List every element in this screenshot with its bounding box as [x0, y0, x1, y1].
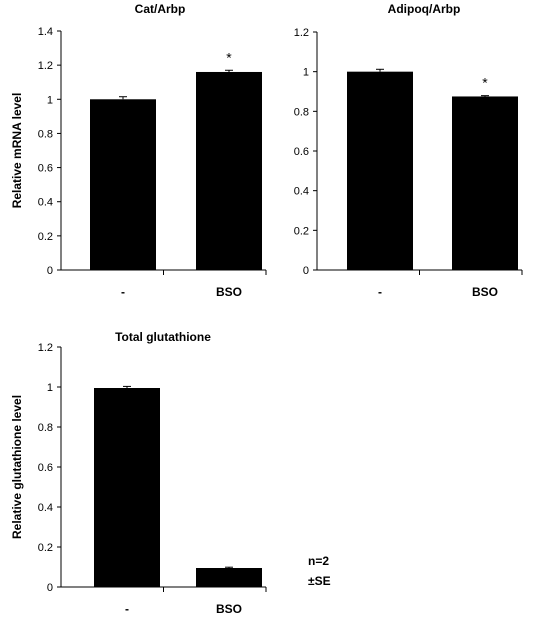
y-tick-label: 0.2: [38, 231, 53, 243]
y-tick-label: 0.2: [38, 542, 53, 554]
y-tick-label: 0.8: [38, 422, 53, 434]
y-tick-label: 1.2: [294, 27, 309, 39]
x-tick-label: -: [378, 285, 382, 299]
bar-bso: [196, 71, 262, 270]
x-tick-label: BSO: [216, 602, 242, 616]
y-tick-label: 1: [303, 67, 309, 79]
chart-title: Adipoq/Arbp: [388, 2, 461, 16]
x-tick-label: BSO: [216, 285, 242, 299]
bar-control: [347, 71, 413, 271]
y-tick-label: 0.8: [294, 106, 309, 118]
y-tick-label: 1: [47, 94, 53, 106]
chart-title: Total glutathione: [115, 330, 211, 344]
y-tick-label: 1.2: [38, 60, 53, 72]
y-tick-label: 0.4: [38, 502, 53, 514]
y-axis-label: Relative glutathione level: [10, 395, 24, 539]
y-tick-label: 1.2: [38, 342, 53, 354]
chart-title: Cat/Arbp: [135, 2, 186, 16]
bar-bso: [196, 568, 262, 587]
significance-marker: *: [482, 75, 488, 91]
y-tick-label: 0.6: [294, 146, 309, 158]
y-tick-label: 0.4: [38, 197, 53, 209]
y-tick-label: 1: [47, 382, 53, 394]
x-tick-label: -: [125, 602, 129, 616]
x-tick-label: BSO: [472, 285, 498, 299]
y-tick-label: 0.4: [294, 186, 309, 198]
bar-bso: [452, 96, 518, 270]
y-tick-label: 0: [47, 265, 53, 277]
y-tick-label: 0.8: [38, 128, 53, 140]
y-tick-label: 0.6: [38, 462, 53, 474]
y-tick-label: 0: [47, 582, 53, 594]
x-tick-label: -: [121, 285, 125, 299]
significance-marker: *: [226, 49, 232, 65]
bar-control: [94, 388, 160, 587]
y-tick-label: 0: [303, 265, 309, 277]
bar-control: [90, 99, 156, 271]
sample-size-note: n=2: [308, 554, 330, 568]
y-tick-label: 0.2: [294, 225, 309, 237]
y-tick-label: 0.6: [38, 163, 53, 175]
error-type-note: ±SE: [308, 574, 331, 588]
y-axis-label: Relative mRNA level: [10, 93, 24, 209]
y-tick-label: 1.4: [38, 26, 53, 38]
